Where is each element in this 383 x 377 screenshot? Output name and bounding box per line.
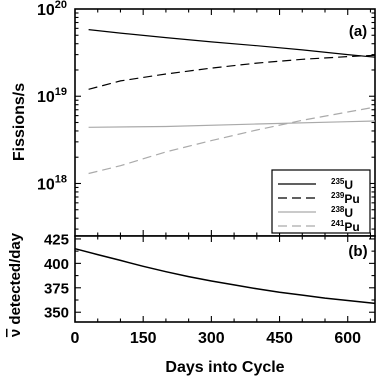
- legend-label: 235U: [331, 177, 353, 192]
- x-tick-label: 150: [130, 330, 157, 347]
- panel-b-y-tick-label: 425: [44, 231, 69, 248]
- series-line-241Pu: [88, 106, 376, 175]
- legend-label: 238U: [331, 205, 353, 220]
- panel-b-detected: 350 375 400 425 0 150 300 450 600 (b) ν detected…: [7, 231, 376, 376]
- x-tick-label: 0: [71, 330, 80, 347]
- panel-b-y-tick-label: 375: [44, 280, 69, 297]
- series-line-238U: [88, 120, 376, 128]
- panel-b-y-tick-label: 400: [44, 256, 69, 273]
- legend-box: [271, 169, 371, 234]
- series-line-235U: [88, 29, 376, 58]
- panel-a-y-tick-label: 1019: [37, 86, 67, 106]
- panel-a-y-axis-label: Fissions/s: [11, 83, 28, 161]
- panel-b-ticks: [74, 236, 375, 322]
- panel-a-y-tick-label: 1020: [37, 0, 67, 19]
- panel-b-series: [74, 247, 376, 305]
- panel-b-label: (b): [348, 243, 367, 260]
- x-axis-label: Days into Cycle: [165, 359, 284, 376]
- panel-b-frame: [74, 235, 376, 323]
- panel-b-y-tick-label: 350: [44, 305, 69, 322]
- x-tick-label: 450: [266, 330, 293, 347]
- legend-label: 239Pu: [331, 191, 360, 206]
- series-line-239Pu: [88, 54, 376, 90]
- panel-a-series: [88, 29, 376, 175]
- legend-label: 241Pu: [331, 219, 360, 234]
- panel-b-tick-labels: 350 375 400 425 0 150 300 450 600: [44, 231, 361, 347]
- panel-b-y-axis-label: ν detected/day: [7, 232, 24, 337]
- x-tick-label: 300: [198, 330, 225, 347]
- x-tick-label: 600: [334, 330, 361, 347]
- panel-a-label: (a): [349, 23, 367, 40]
- detected-rate-line: [74, 247, 376, 305]
- panel-a-y-tick-labels: 1018 1019 1020: [37, 0, 67, 193]
- panel-a-y-tick-label: 1018: [37, 173, 67, 193]
- panel-a-fissions: 1018 1019 1020 (a) Fissions/s 235U239Pu238…: [11, 0, 376, 237]
